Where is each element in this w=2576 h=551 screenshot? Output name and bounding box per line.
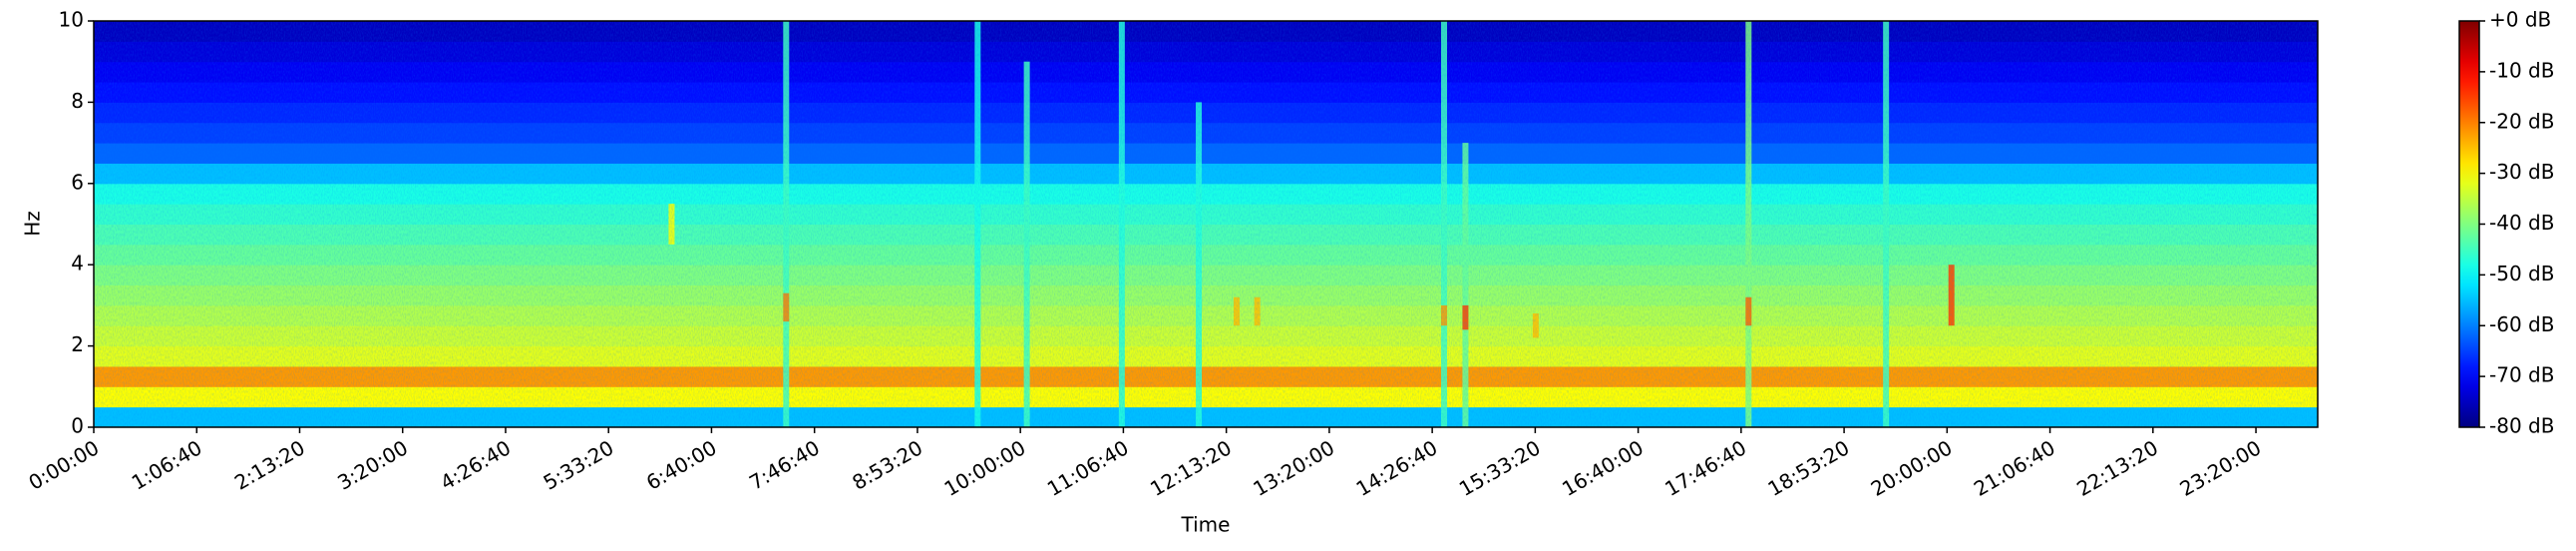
x-tick-label: 11:06:40 (1043, 435, 1133, 501)
texture (94, 21, 2318, 427)
x-tick-label: 10:00:00 (940, 435, 1030, 501)
x-tick-label: 0:00:00 (24, 435, 103, 494)
x-tick-label: 14:26:40 (1352, 435, 1442, 501)
x-tick-label: 15:33:20 (1455, 435, 1545, 501)
colorbar-tick-label: +0 dB (2489, 8, 2551, 32)
colorbar-tick-label: -20 dB (2489, 109, 2554, 133)
x-tick-label: 3:20:00 (333, 435, 412, 494)
x-tick-label: 16:40:00 (1558, 435, 1648, 501)
x-tick-label: 7:46:40 (745, 435, 824, 494)
x-tick-label: 4:26:40 (436, 435, 515, 494)
plot-frame (93, 20, 2319, 428)
x-tick-label: 20:00:00 (1867, 435, 1957, 501)
y-tick-label: 6 (71, 170, 84, 194)
y-tick-label: 4 (71, 252, 84, 276)
x-tick-label: 22:13:20 (2072, 435, 2162, 501)
y-tick-label: 2 (71, 332, 84, 356)
colorbar-tick-label: -40 dB (2489, 211, 2554, 235)
colorbar-tick-label: -70 dB (2489, 363, 2554, 387)
x-tick-label: 1:06:40 (128, 435, 206, 494)
x-tick-label: 21:06:40 (1970, 435, 2059, 501)
colorbar-tick-label: -30 dB (2489, 160, 2554, 184)
colorbar-tick-label: -80 dB (2489, 414, 2554, 438)
colorbar (2458, 20, 2480, 428)
x-tick-label: 17:46:40 (1660, 435, 1750, 501)
x-tick-label: 5:33:20 (540, 435, 618, 494)
y-tick-label: 8 (71, 89, 84, 113)
colorbar-tick-label: -60 dB (2489, 312, 2554, 336)
x-tick-label: 18:53:20 (1764, 435, 1854, 501)
x-tick-label: 6:40:00 (642, 435, 721, 494)
x-tick-label: 8:53:20 (848, 435, 926, 494)
y-tick-label: 10 (59, 8, 84, 32)
colorbar-tick-label: -50 dB (2489, 262, 2554, 285)
x-tick-label: 12:13:20 (1146, 435, 1236, 501)
x-tick-label: 13:20:00 (1249, 435, 1338, 501)
x-tick-label: 2:13:20 (230, 435, 309, 494)
x-tick-label: 23:20:00 (2176, 435, 2266, 501)
x-axis-label: Time (1181, 513, 1231, 537)
colorbar-tick-label: -10 dB (2489, 58, 2554, 82)
y-tick-label: 0 (71, 414, 84, 438)
y-axis-label: Hz (21, 211, 45, 237)
